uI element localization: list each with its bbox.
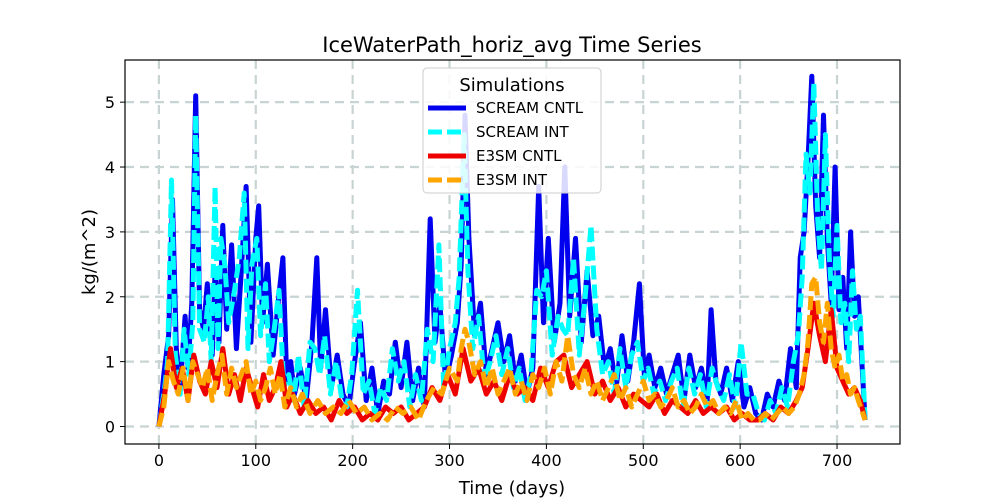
x-tick-label: 100 bbox=[241, 451, 272, 470]
series-line-e3sm-int bbox=[156, 274, 868, 428]
series-line-scream-cntl bbox=[156, 73, 868, 427]
series-lines bbox=[156, 73, 868, 428]
y-tick-label: 4 bbox=[105, 158, 115, 177]
x-tick-label: 700 bbox=[822, 451, 853, 470]
y-tick-label: 1 bbox=[105, 353, 115, 372]
legend-label: E3SM CNTL bbox=[476, 147, 562, 165]
x-axis-label: Time (days) bbox=[458, 478, 565, 499]
legend-title: Simulations bbox=[459, 75, 564, 96]
y-tick-label: 5 bbox=[105, 93, 115, 112]
x-tick-label: 0 bbox=[154, 451, 164, 470]
x-tick-label: 500 bbox=[628, 451, 659, 470]
y-tick-label: 2 bbox=[105, 288, 115, 307]
y-axis-label: kg/(m^2) bbox=[79, 209, 100, 295]
legend-label: SCREAM CNTL bbox=[476, 99, 584, 117]
y-tick-label: 3 bbox=[105, 223, 115, 242]
x-axis: 0 100 200 300 400 500 600 700 bbox=[154, 444, 852, 470]
legend: Simulations SCREAM CNTL SCREAM INT E3SM CN… bbox=[422, 67, 602, 194]
plot-frame bbox=[124, 59, 901, 445]
legend-label: SCREAM INT bbox=[476, 123, 570, 141]
legend-entries: SCREAM CNTL SCREAM INT E3SM CNTL E3SM INT bbox=[428, 99, 584, 189]
legend-label: E3SM INT bbox=[476, 171, 548, 189]
legend-box bbox=[422, 67, 602, 194]
x-tick-label: 400 bbox=[531, 451, 562, 470]
chart-title: IceWaterPath_horiz_avg Time Series bbox=[322, 33, 701, 58]
x-tick-label: 300 bbox=[434, 451, 465, 470]
y-axis: 0 1 2 3 4 5 bbox=[105, 93, 125, 436]
x-tick-label: 200 bbox=[337, 451, 368, 470]
x-tick-label: 600 bbox=[725, 451, 756, 470]
y-tick-label: 0 bbox=[105, 417, 115, 436]
